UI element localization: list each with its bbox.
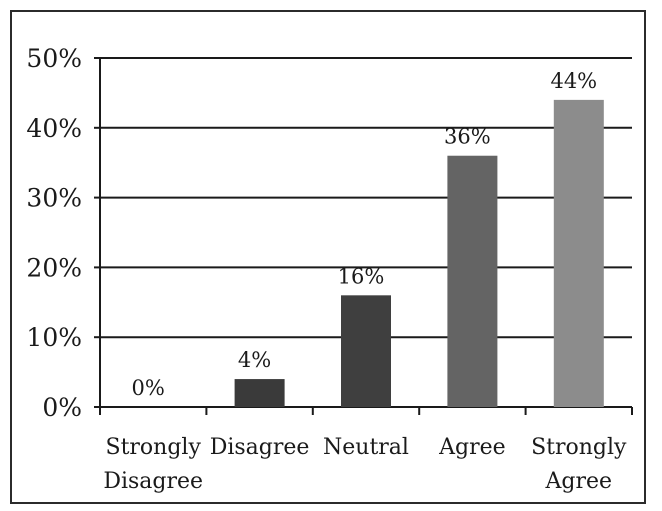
data-label: 4% — [238, 348, 271, 372]
data-label: 16% — [338, 264, 385, 288]
x-category-label: Disagree — [210, 435, 310, 460]
y-tick-label: 0% — [42, 393, 82, 422]
bar — [447, 155, 498, 407]
y-tick-label: 30% — [26, 184, 82, 213]
y-tick-label: 20% — [26, 253, 82, 282]
x-category-label: Agree — [545, 469, 613, 494]
x-category-label: Strongly — [531, 435, 627, 460]
x-category-label: Neutral — [323, 435, 409, 460]
data-label: 36% — [444, 125, 491, 149]
bar — [553, 99, 604, 407]
y-tick-label: 40% — [26, 114, 82, 143]
data-label: 44% — [550, 69, 597, 93]
x-category-label: Agree — [438, 435, 506, 460]
y-tick-label: 50% — [26, 44, 82, 73]
x-category-label: Strongly — [106, 435, 202, 460]
bar — [341, 295, 391, 407]
y-tick-label: 10% — [26, 323, 82, 352]
bar — [234, 379, 285, 407]
x-category-label: Disagree — [103, 469, 203, 494]
data-label: 0% — [132, 376, 165, 400]
chart-frame — [10, 10, 646, 504]
